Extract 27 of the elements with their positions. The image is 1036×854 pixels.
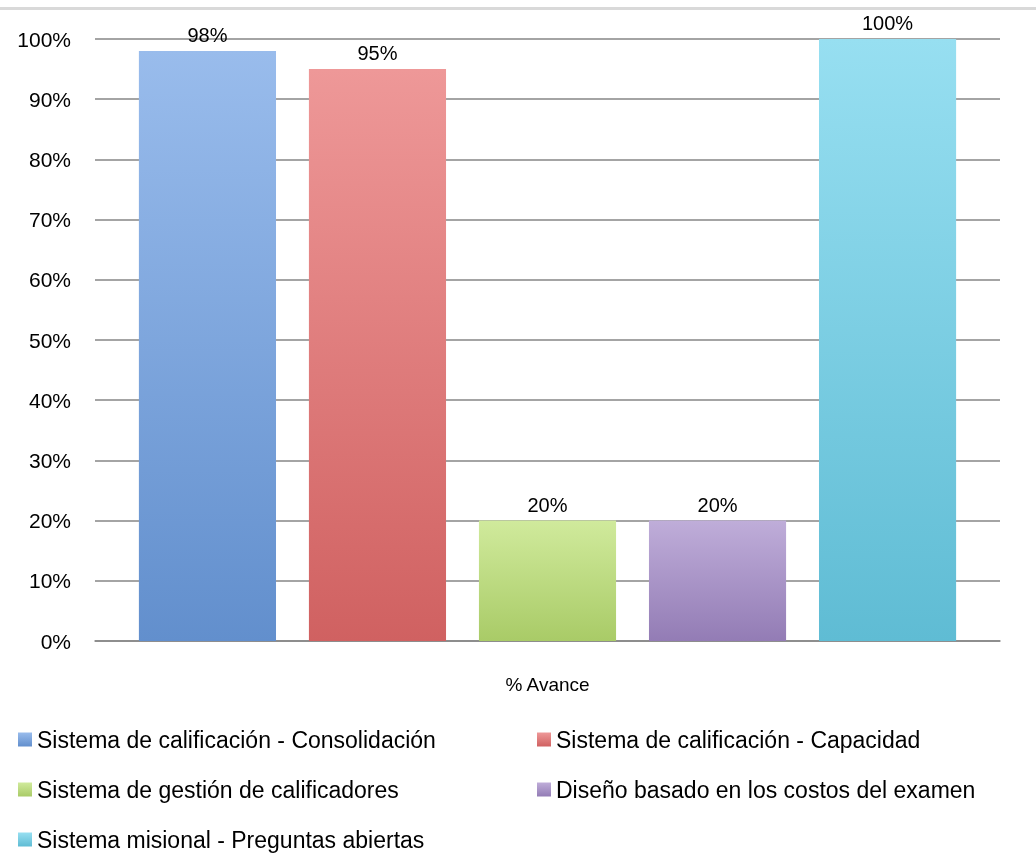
bar	[138, 51, 277, 641]
data-label: 95%	[357, 42, 398, 65]
legend-label: Sistema misional - Preguntas abiertas	[37, 826, 425, 853]
legend-label: Diseño basado en los costos del examen	[556, 776, 976, 803]
y-tick-label: 0%	[40, 629, 71, 653]
legend-label: Sistema de calificación - Capacidad	[556, 726, 921, 753]
y-tick-label: 60%	[28, 268, 71, 292]
bar	[308, 69, 447, 641]
x-tick-label: % Avance	[505, 674, 590, 695]
y-tick-label: 10%	[28, 569, 71, 593]
y-tick-label: 30%	[28, 448, 71, 472]
y-tick-label: 100%	[17, 27, 71, 51]
y-tick-label: 40%	[28, 388, 71, 412]
data-label: 20%	[527, 493, 568, 516]
y-tick-label: 20%	[28, 509, 71, 533]
data-label: 100%	[861, 12, 914, 34]
legend-label: Sistema de calificación - Consolidación	[37, 726, 436, 753]
bar	[648, 520, 787, 641]
bar	[478, 520, 617, 641]
y-tick-label: 50%	[28, 328, 71, 352]
y-tick-label: 70%	[28, 208, 71, 232]
legend-label: Sistema de gestión de calificadores	[37, 776, 399, 803]
data-label: 20%	[697, 493, 738, 516]
data-label: 98%	[187, 24, 228, 47]
y-tick-label: 90%	[28, 87, 71, 111]
y-tick-label: 80%	[28, 147, 71, 171]
bar	[818, 39, 957, 641]
